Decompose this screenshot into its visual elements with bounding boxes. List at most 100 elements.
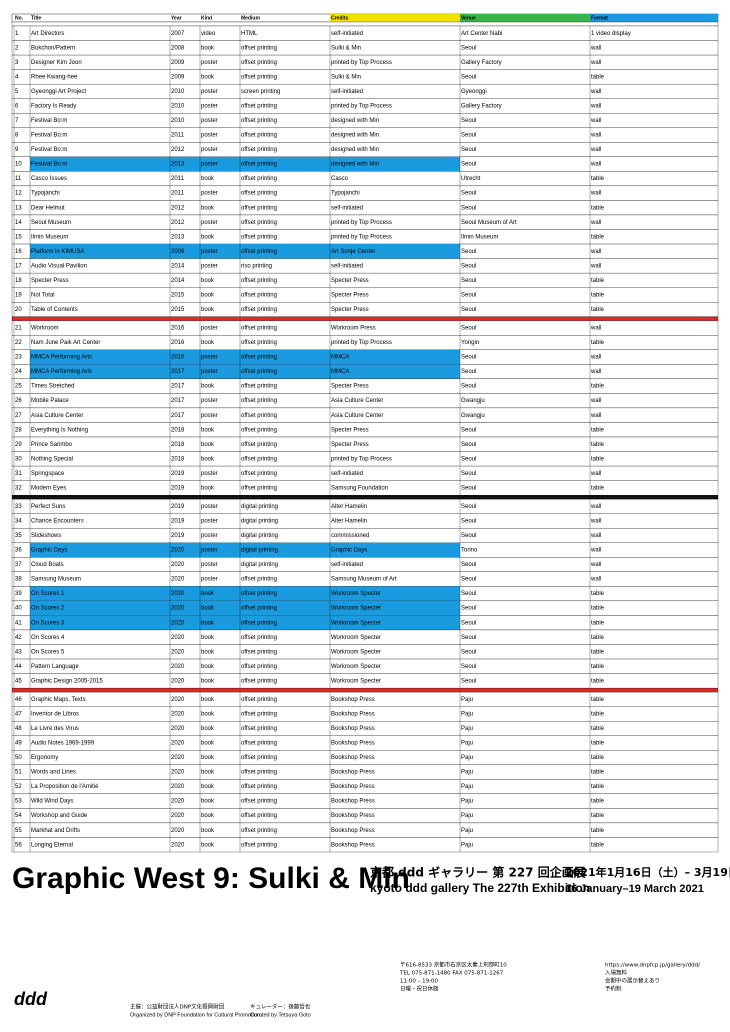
table-cell: Specter Press [331,384,369,390]
table-cell: poster [201,413,218,419]
row-highlight [30,586,460,601]
table-cell: book [201,635,215,641]
table-cell: printed by Top Process [331,220,392,226]
table-cell: book [201,427,215,433]
table-cell: On Scores 3 [31,620,65,626]
table-cell: Graphic Days [31,548,67,554]
table-cell: book [201,711,215,717]
table-cell: offset printing [241,292,277,298]
table-cell: On Scores 1 [31,591,65,597]
table-cell: 2018 [171,442,185,448]
table-cell: 2012 [171,220,185,226]
table-cell: Seoul Museum of Art [461,220,517,226]
table-cell: 29 [15,442,22,448]
table-cell: Seoul [461,562,476,568]
table-cell: offset printing [241,118,277,124]
table-cell: table [591,485,605,491]
table-cell: 2020 [171,828,185,834]
table-cell: video [201,31,216,37]
table-cell: table [591,697,605,703]
table-cell: poster [201,220,218,226]
table-cell: Specter Press [31,278,69,284]
table-cell: 19 [15,292,22,298]
table-cell: poster [201,398,218,404]
table-cell: book [201,205,215,211]
table-cell: Paju [461,799,473,805]
info-line: 入場無料 [605,969,628,977]
table-cell: 2012 [171,147,185,153]
table-cell: poster [201,471,218,477]
table-cell: 2020 [171,711,185,717]
table-cell: book [201,74,215,80]
info-line: 会期中の展示替えあり [605,977,660,985]
table-cell: offset printing [241,162,277,168]
table-cell: 14 [15,220,22,226]
table-cell: 40 [15,606,22,612]
table-cell: Bookshop Press [331,813,375,819]
table-cell: Gwangju [461,413,485,419]
table-cell: 55 [15,828,22,834]
table-cell: Dear Helmut [31,205,65,211]
table-cell: Workroom Specter [331,620,381,626]
table-cell: 23 [15,355,22,361]
table-cell: Specter Press [331,292,369,298]
table-cell: 27 [15,413,22,419]
table-cell: 2020 [171,606,185,612]
table-cell: Seoul [461,384,476,390]
table-cell: offset printing [241,369,277,375]
table-cell: 52 [15,784,22,790]
org-ja: 主催：公益財団法人DNP文化振興財団 [130,1003,225,1011]
table-cell: commissioned [331,533,369,539]
table-cell: book [201,741,215,747]
table-cell: 47 [15,711,22,717]
table-cell: offset printing [241,606,277,612]
table-cell: Chance Encounters [31,519,84,525]
table-cell: digital printing [241,504,278,510]
table-cell: Gyeonggi [461,89,487,95]
table-cell: 2018 [171,456,185,462]
table-cell: book [201,384,215,390]
table-cell: 2020 [171,784,185,790]
table-cell: table [591,664,605,670]
table-cell: 2008 [171,45,185,51]
header-cell: Year [171,15,182,21]
table-cell: book [201,485,215,491]
table-cell: Casco [331,176,349,182]
table-cell: 8 [15,133,19,139]
table-cell: Torino [461,548,478,554]
table-cell: offset printing [241,842,277,848]
table-cell: wall [590,104,601,110]
table-cell: digital printing [241,548,278,554]
table-cell: Bookshop Press [331,799,375,805]
table-cell: book [201,755,215,761]
table-cell: 28 [15,427,22,433]
table-cell: offset printing [241,234,277,240]
table-cell: Graphic Days [331,548,367,554]
table-cell: book [201,442,215,448]
table-cell: 2020 [171,620,185,626]
table-cell: 56 [15,842,22,848]
table-cell: Samsung Museum [31,577,81,583]
table-cell: Bookshop Press [331,726,375,732]
table-cell: Gallery Factory [461,104,502,110]
table-cell: Seoul [461,292,476,298]
table-cell: 2016 [171,340,185,346]
table-row [11,69,719,85]
table-cell: book [201,697,215,703]
table-cell: table [591,784,605,790]
table-cell: poster [201,263,218,269]
table-cell: 2017 [171,369,185,375]
table-cell: poster [201,562,218,568]
table-cell: offset printing [241,176,277,182]
table-cell: table [591,176,605,182]
table-cell: Pattern Language [31,664,79,670]
table-cell: Seoul [461,620,476,626]
table-cell: book [201,620,215,626]
table-cell: 2009 [171,74,185,80]
table-cell: 2007 [171,31,185,37]
table-cell: wall [590,519,601,525]
table-cell: poster [201,326,218,332]
table-cell: Samsung Museum of Art [331,577,397,583]
table-cell: table [591,292,605,298]
table-cell: poster [201,533,218,539]
